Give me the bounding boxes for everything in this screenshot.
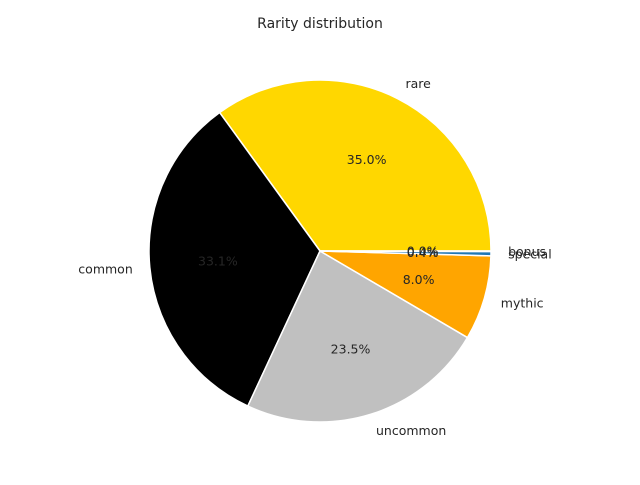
slice-label-uncommon: uncommon bbox=[376, 423, 446, 438]
slice-percent-common: 33.1% bbox=[198, 253, 238, 268]
slice-label-common: common bbox=[78, 261, 132, 276]
pie-slice-rare bbox=[218, 79, 492, 252]
slice-percent-mythic: 8.0% bbox=[403, 272, 435, 287]
slice-percent-rare: 35.0% bbox=[347, 152, 387, 167]
pie-slice-uncommon bbox=[247, 250, 469, 423]
chart-title: Rarity distribution bbox=[257, 16, 383, 32]
slice-percent-special: 0.4% bbox=[407, 245, 439, 260]
slice-label-rare: rare bbox=[405, 76, 431, 91]
slice-label-mythic: mythic bbox=[501, 295, 544, 310]
slice-percent-bonus: 0.0% bbox=[407, 244, 439, 259]
pie-slice-bonus bbox=[319, 250, 492, 253]
slice-percent-uncommon: 23.5% bbox=[331, 341, 371, 356]
pie-labels: rare 35.0% common 33.1% uncommon 23.5% mythic 8… bbox=[78, 76, 551, 438]
slice-label-special: special bbox=[508, 246, 552, 261]
pie-slices bbox=[148, 79, 492, 423]
pie-slice-common bbox=[148, 111, 321, 407]
slice-label-bonus: bonus bbox=[508, 244, 546, 259]
